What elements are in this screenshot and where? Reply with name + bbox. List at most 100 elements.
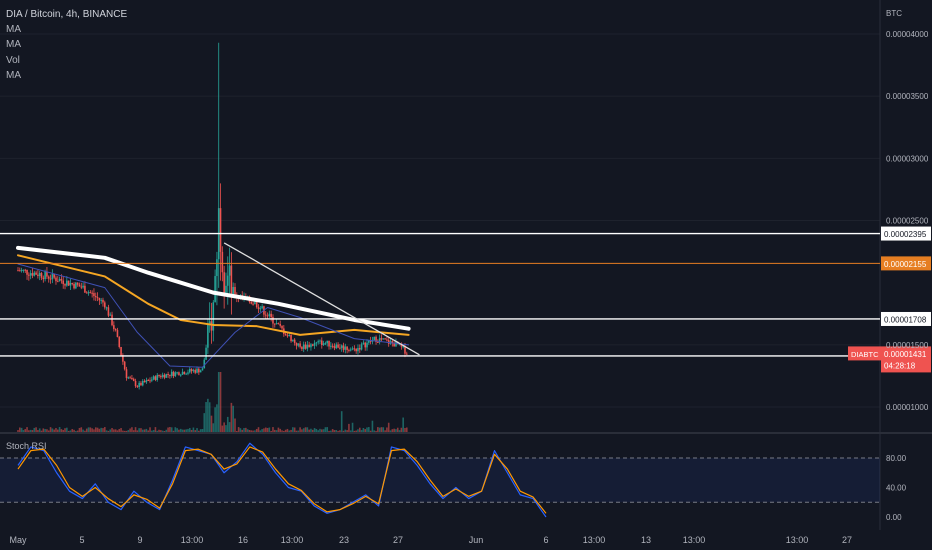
price-axis[interactable]: 0.00004000 0.00003500 0.00003000 0.00002500… <box>886 30 929 412</box>
candle-body <box>46 271 48 277</box>
volume-bar <box>358 427 361 432</box>
volume-bar <box>199 429 202 432</box>
volume-bar <box>288 430 291 432</box>
candle-body <box>252 303 254 305</box>
volume-bar <box>328 430 330 432</box>
level-price-label: 0.00002395 <box>884 230 927 239</box>
candle-body <box>378 338 381 343</box>
candle-body <box>53 273 55 278</box>
volume-bar <box>245 427 247 432</box>
candle-body <box>120 347 122 356</box>
candle-body <box>66 280 68 286</box>
price-tick-label: 0.00002500 <box>886 217 929 226</box>
trendline[interactable] <box>223 242 420 356</box>
candle-body <box>315 342 318 344</box>
candle-body <box>205 347 207 360</box>
volume-bar <box>165 429 168 432</box>
candle-body <box>337 344 339 348</box>
candle-body <box>60 278 63 281</box>
candle-body <box>272 317 274 324</box>
candle-body <box>302 344 305 350</box>
volume-bar <box>214 407 216 432</box>
volume-bar <box>217 372 220 432</box>
volume-bar <box>284 429 287 432</box>
candle-body <box>129 377 131 379</box>
volume-bar <box>286 428 289 432</box>
candle-body <box>228 265 231 276</box>
candle-body <box>232 287 234 295</box>
candle-body <box>102 299 104 303</box>
volume-bar <box>378 427 381 432</box>
candle-body <box>172 371 175 377</box>
candle-body <box>214 276 216 303</box>
candle-body <box>360 344 363 350</box>
volume-bar <box>226 416 229 432</box>
indicator-label: MA <box>6 70 21 81</box>
candle-body <box>113 325 115 330</box>
candle-body <box>288 334 291 336</box>
candle-body <box>123 361 126 370</box>
volume-bar <box>243 428 245 432</box>
candle-body <box>192 370 195 372</box>
volume-bar <box>141 429 144 432</box>
candle-body <box>404 346 406 354</box>
volume-bar <box>346 430 348 432</box>
candle-body <box>64 284 66 286</box>
candle-body <box>71 282 74 284</box>
time-tick-label: 16 <box>238 535 248 545</box>
candle-body <box>26 269 28 275</box>
candle-body <box>299 343 301 347</box>
volume-bar <box>67 430 70 432</box>
volume-bar <box>19 427 21 432</box>
candle-body <box>96 297 99 299</box>
volume-bar <box>205 402 207 432</box>
time-axis[interactable]: May 5 9 13:00 16 13:00 23 27 Jun 6 13:00 13 13:00 13:… <box>9 535 852 545</box>
volume-bar <box>100 427 102 432</box>
candle-body <box>44 271 46 280</box>
price-tick-label: 0.00004000 <box>886 30 929 39</box>
candle-body <box>259 308 262 310</box>
candle-body <box>158 375 160 377</box>
candle-body <box>93 293 95 297</box>
volume-bar <box>190 429 193 432</box>
candle-body <box>387 340 390 344</box>
volume-bar <box>136 430 139 432</box>
volume-bar <box>236 430 238 432</box>
volume-bar <box>360 430 363 432</box>
candle-body <box>393 343 395 347</box>
volume-bar <box>127 430 130 432</box>
candle-body <box>196 368 198 373</box>
volume-bar <box>295 430 298 432</box>
volume-bar <box>51 428 54 432</box>
volume-bar <box>272 427 274 432</box>
volume-bar <box>26 427 28 432</box>
candle-body <box>22 269 25 271</box>
candle-body <box>24 269 27 271</box>
volume-bar <box>35 427 37 432</box>
level-price-label: 0.00002155 <box>884 260 927 269</box>
horizontal-levels[interactable]: 0.000023950.000021550.000017080.00001411… <box>0 226 931 373</box>
candle-body <box>105 307 108 309</box>
volume-bar <box>29 429 32 432</box>
candle-body <box>134 380 137 387</box>
candle-body <box>210 321 213 331</box>
candle-body <box>174 372 177 377</box>
candle-body <box>386 339 388 341</box>
candle-body <box>319 340 321 342</box>
candle-body <box>368 340 370 343</box>
volume-bar <box>277 427 280 432</box>
candle-body <box>188 368 191 373</box>
candle-body <box>255 301 258 308</box>
candle-body <box>127 377 130 379</box>
candle-body <box>37 274 39 277</box>
volume-bar <box>266 427 269 432</box>
candle-body <box>295 342 298 346</box>
candle-body <box>326 340 329 344</box>
volume-bar <box>203 413 206 432</box>
volume-bar <box>342 430 345 432</box>
volume-bar <box>154 427 157 432</box>
volume-bar <box>210 415 213 432</box>
volume-bar <box>208 402 211 432</box>
candle-body <box>270 313 272 318</box>
